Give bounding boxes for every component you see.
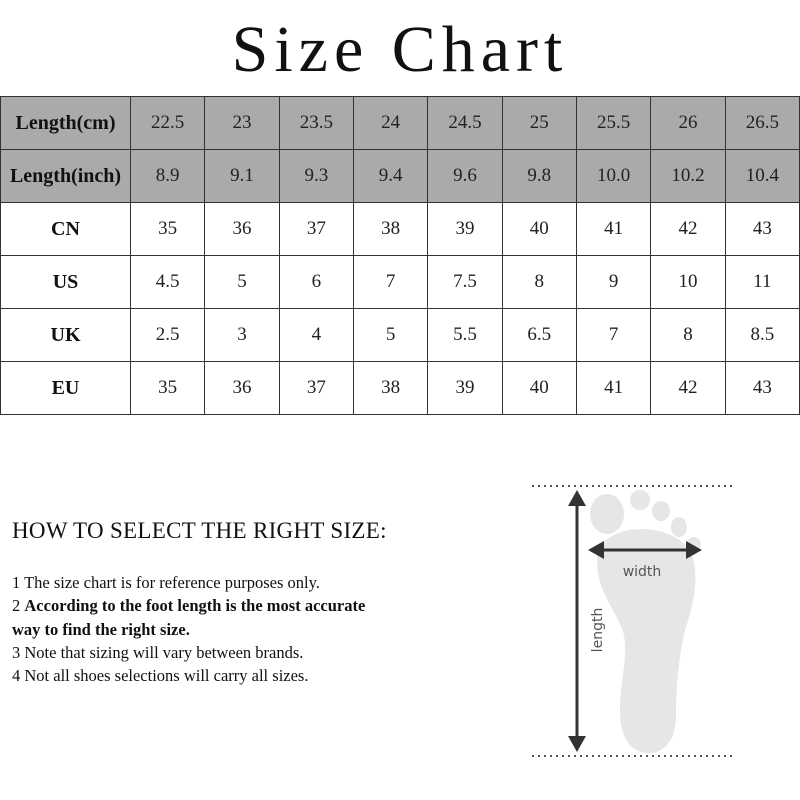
row-label: UK bbox=[0, 308, 131, 362]
table-cell: 5 bbox=[352, 308, 429, 362]
table-cell: 40 bbox=[501, 361, 577, 415]
guide-item: 4 Not all shoes selections will carry al… bbox=[12, 666, 309, 686]
table-cell: 3 bbox=[204, 308, 280, 362]
table-cell: 7 bbox=[575, 308, 652, 362]
table-cell: 11 bbox=[724, 255, 800, 309]
table-cell: 2.5 bbox=[129, 308, 206, 362]
table-row: UK 2.5 3 4 5 5.5 6.5 7 8 8.5 bbox=[0, 308, 800, 362]
page-title: Size Chart bbox=[231, 13, 569, 86]
table-cell: 8.9 bbox=[129, 149, 206, 203]
table-cell: 9.8 bbox=[501, 149, 577, 203]
guide-list: 1 The size chart is for reference purpos… bbox=[12, 571, 382, 687]
table-cell: 26.5 bbox=[724, 96, 800, 150]
table-cell: 35 bbox=[129, 361, 206, 415]
table-cell: 38 bbox=[352, 202, 429, 256]
table-cell: 37 bbox=[278, 361, 354, 415]
row-label: CN bbox=[0, 202, 131, 256]
table-cell: 9.4 bbox=[352, 149, 429, 203]
table-row: Length(inch) 8.9 9.1 9.3 9.4 9.6 9.8 10.0 10.2 10… bbox=[0, 149, 800, 203]
guide-item: 1 The size chart is for reference purpos… bbox=[12, 573, 320, 592]
guide-heading: HOW TO SELECT THE RIGHT SIZE: bbox=[12, 518, 387, 543]
table-cell: 43 bbox=[724, 361, 800, 415]
table-cell: 41 bbox=[575, 202, 652, 256]
table-row: Length(cm) 22.5 23 23.5 24 24.5 25 25.5 26 26.5 bbox=[0, 96, 800, 150]
foot-measurement-icon: width length bbox=[532, 485, 732, 757]
table-cell: 42 bbox=[650, 202, 726, 256]
table-cell: 39 bbox=[427, 202, 503, 256]
table-cell: 7 bbox=[352, 255, 429, 309]
table-cell: 40 bbox=[501, 202, 577, 256]
table-cell: 22.5 bbox=[129, 96, 206, 150]
table-cell: 35 bbox=[129, 202, 206, 256]
size-chart-table: Length(cm) 22.5 23 23.5 24 24.5 25 25.5 26 26.5 Le… bbox=[0, 96, 800, 415]
table-cell: 36 bbox=[204, 361, 280, 415]
table-cell: 41 bbox=[575, 361, 652, 415]
table-row: US 4.5 5 6 7 7.5 8 9 10 11 bbox=[0, 255, 800, 309]
table-cell: 36 bbox=[204, 202, 280, 256]
table-cell: 5 bbox=[204, 255, 280, 309]
table-cell: 23.5 bbox=[278, 96, 354, 150]
table-cell: 8 bbox=[650, 308, 726, 362]
table-cell: 5.5 bbox=[427, 308, 503, 362]
table-cell: 7.5 bbox=[427, 255, 503, 309]
table-cell: 25 bbox=[501, 96, 577, 150]
table-cell: 10 bbox=[650, 255, 726, 309]
length-label: length bbox=[590, 608, 606, 653]
table-cell: 26 bbox=[650, 96, 726, 150]
table-cell: 4.5 bbox=[129, 255, 206, 309]
table-cell: 23 bbox=[204, 96, 280, 150]
width-label: width bbox=[623, 564, 662, 580]
table-cell: 37 bbox=[278, 202, 354, 256]
row-label: US bbox=[0, 255, 131, 309]
table-cell: 10.4 bbox=[724, 149, 800, 203]
table-cell: 8 bbox=[501, 255, 577, 309]
table-cell: 6.5 bbox=[501, 308, 577, 362]
table-cell: 38 bbox=[352, 361, 429, 415]
row-label: EU bbox=[0, 361, 131, 415]
table-cell: 24.5 bbox=[427, 96, 503, 150]
table-cell: 6 bbox=[278, 255, 354, 309]
table-cell: 9.1 bbox=[204, 149, 280, 203]
guide-item: 3 Note that sizing will vary between bra… bbox=[12, 642, 304, 662]
table-cell: 24 bbox=[352, 96, 429, 150]
table-cell: 42 bbox=[650, 361, 726, 415]
table-row: EU 35 36 37 38 39 40 41 42 43 bbox=[0, 361, 800, 415]
table-cell: 9.6 bbox=[427, 149, 503, 203]
row-label: Length(cm) bbox=[0, 96, 131, 150]
table-row: CN 35 36 37 38 39 40 41 42 43 bbox=[0, 202, 800, 256]
table-cell: 4 bbox=[278, 308, 354, 362]
table-cell: 43 bbox=[724, 202, 800, 256]
table-cell: 10.2 bbox=[650, 149, 726, 203]
table-cell: 9 bbox=[575, 255, 652, 309]
row-label: Length(inch) bbox=[0, 149, 131, 203]
table-cell: 10.0 bbox=[575, 149, 652, 203]
table-cell: 39 bbox=[427, 361, 503, 415]
table-cell: 8.5 bbox=[724, 308, 800, 362]
table-cell: 25.5 bbox=[575, 96, 652, 150]
table-cell: 9.3 bbox=[278, 149, 354, 203]
guide-item: 2 According to the foot length is the mo… bbox=[12, 596, 366, 639]
